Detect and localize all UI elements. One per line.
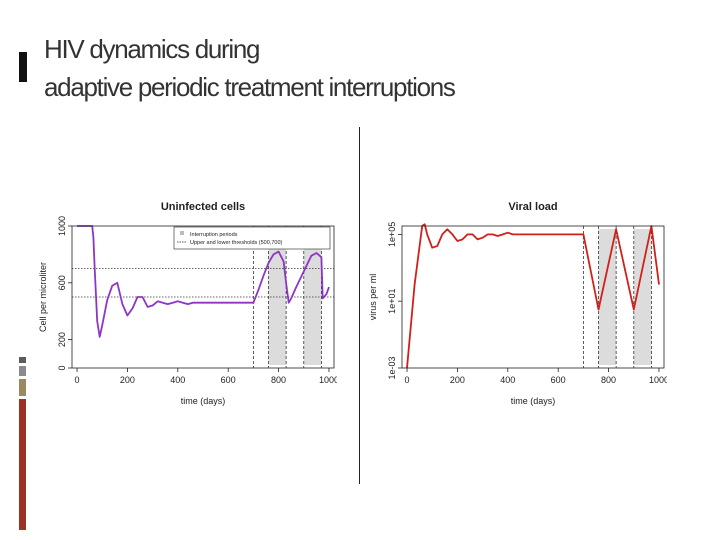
uninfected-legend-box (173, 226, 331, 250)
viral-load-chart: Viral load 0 200 400 600 800 1000 time (days) 1e… (368, 201, 667, 406)
viral-x-tick-label-1: 200 (450, 375, 465, 385)
side-block-1 (19, 357, 26, 363)
viral-y-tick-label-0: 1e-03 (387, 356, 397, 379)
viral-x-tick-label-5: 1000 (649, 375, 667, 385)
uninfected-x-tick-label-3: 600 (221, 375, 236, 385)
viral-y-tick-label-1: 1e+01 (387, 289, 397, 314)
uninfected-chart-title: Uninfected cells (161, 201, 245, 213)
viral-interruption-band-1 (633, 229, 652, 365)
viral-x-tick-label-4: 800 (601, 375, 616, 385)
viral-plot-frame (401, 225, 665, 369)
uninfected-x-axis-label: time (days) (181, 396, 226, 406)
uninfected-legend-label-0: Interruption periods (190, 232, 238, 238)
viral-chart-title: Viral load (508, 201, 557, 213)
viral-x-tick-label-0: 0 (405, 375, 410, 385)
uninfected-plot-frame (71, 225, 335, 369)
uninfected-x-tick-label-1: 200 (120, 375, 135, 385)
uninfected-legend-label-1: Upper and lower thresholds (500,700) (190, 240, 283, 246)
viral-series-line-0 (406, 223, 660, 369)
side-block-3 (19, 379, 26, 396)
uninfected-x-tick-label-2: 400 (170, 375, 185, 385)
center-divider (359, 127, 360, 484)
viral-y-axis-label: virus per ml (368, 274, 378, 321)
viral-x-axis-label: time (days) (511, 396, 556, 406)
uninfected-series-line-0 (77, 225, 330, 338)
uninfected-x-tick-label-0: 0 (75, 375, 80, 385)
uninfected-y-axis-label: Cell per microliter (38, 262, 48, 332)
uninfected-y-tick-label-2: 600 (57, 275, 67, 290)
uninfected-cells-chart: Uninfected cells 0 200 400 600 800 1000 time (d… (38, 201, 337, 406)
side-block-2 (19, 366, 26, 376)
uninfected-y-tick-label-0: 0 (57, 365, 67, 370)
uninfected-y-tick-label-1: 200 (57, 332, 67, 347)
title-accent-bar (19, 52, 27, 82)
slide-title-line1: HIV dynamics during (44, 34, 260, 64)
viral-x-tick-label-2: 400 (500, 375, 515, 385)
uninfected-x-tick-label-5: 1000 (319, 375, 337, 385)
uninfected-x-tick-label-4: 800 (271, 375, 286, 385)
slide-title-line2: adaptive periodic treatment interruption… (44, 72, 456, 102)
viral-interruption-band-0 (598, 229, 617, 365)
slide-title: HIV dynamics during adaptive periodic tr… (44, 30, 456, 106)
side-block-4 (19, 399, 26, 530)
uninfected-legend-swatch-interruption (180, 231, 184, 235)
viral-y-tick-label-2: 1e+05 (387, 222, 397, 247)
uninfected-y-tick-label-3: 1000 (57, 216, 67, 236)
viral-x-tick-label-3: 600 (551, 375, 566, 385)
